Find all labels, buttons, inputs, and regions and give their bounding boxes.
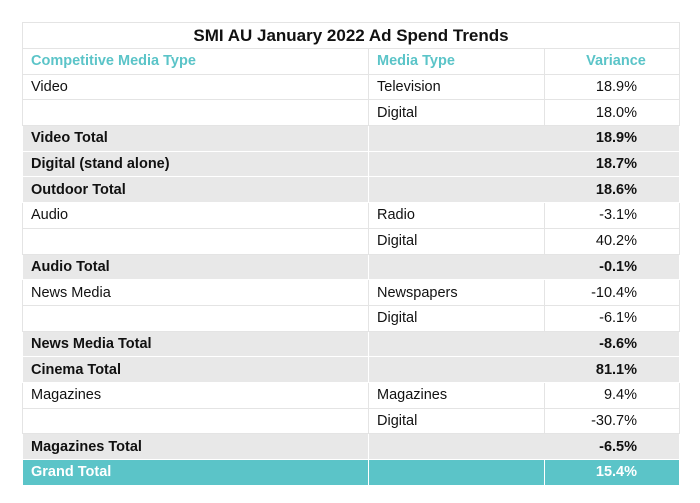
competitive-media-type-cell: Digital (stand alone) — [22, 150, 369, 178]
header-variance: Variance — [543, 48, 681, 75]
ad-spend-table: SMI AU January 2022 Ad Spend Trends Comp… — [21, 22, 681, 486]
media-type-cell — [368, 459, 545, 486]
media-type-cell — [368, 125, 545, 152]
media-type-cell: Digital — [368, 227, 545, 255]
competitive-media-type-cell — [22, 304, 369, 332]
variance-cell: 40.2% — [543, 227, 681, 255]
competitive-media-type-cell — [22, 99, 369, 127]
media-type-cell: Television — [368, 73, 545, 101]
variance-cell: -6.1% — [543, 304, 681, 332]
variance-cell: -0.1% — [543, 253, 681, 281]
variance-cell: -3.1% — [543, 202, 681, 229]
table-title-row: SMI AU January 2022 Ad Spend Trends — [21, 22, 681, 49]
media-type-cell: Digital — [368, 99, 545, 127]
media-type-cell: Magazines — [368, 381, 545, 409]
competitive-media-type-cell: News Media — [22, 279, 369, 306]
table-row: News Media Newspapers -10.4% — [22, 279, 681, 306]
header-media-type: Media Type — [368, 48, 545, 75]
table-row: Digital 18.0% — [22, 99, 681, 127]
media-type-cell: Newspapers — [368, 279, 545, 306]
total-row: News Media Total -8.6% — [22, 330, 681, 358]
ad-spend-table-container: SMI AU January 2022 Ad Spend Trends Comp… — [21, 22, 681, 486]
header-competitive-media-type: Competitive Media Type — [22, 48, 369, 75]
variance-cell: -30.7% — [543, 407, 681, 435]
grand-total-row: Grand Total 15.4% — [22, 459, 681, 486]
variance-cell: 18.7% — [543, 150, 681, 178]
competitive-media-type-cell: Video — [22, 73, 369, 101]
competitive-media-type-cell: Video Total — [22, 125, 369, 152]
media-type-cell: Radio — [368, 202, 545, 229]
total-row: Magazines Total -6.5% — [22, 433, 681, 460]
table-row: Audio Radio -3.1% — [22, 202, 681, 229]
competitive-media-type-cell — [22, 407, 369, 435]
competitive-media-type-cell: Outdoor Total — [22, 176, 369, 204]
total-row: Outdoor Total 18.6% — [22, 176, 681, 204]
competitive-media-type-cell: Audio Total — [22, 253, 369, 281]
total-row: Cinema Total 81.1% — [22, 356, 681, 383]
media-type-cell: Digital — [368, 304, 545, 332]
variance-cell: 18.9% — [543, 125, 681, 152]
competitive-media-type-cell: Grand Total — [22, 459, 369, 486]
variance-cell: -6.5% — [543, 433, 681, 460]
table-row: Video Television 18.9% — [22, 73, 681, 101]
media-type-cell — [368, 253, 545, 281]
competitive-media-type-cell: Magazines — [22, 381, 369, 409]
competitive-media-type-cell: News Media Total — [22, 330, 369, 358]
variance-cell: 81.1% — [543, 356, 681, 383]
table-row: Digital 40.2% — [22, 227, 681, 255]
variance-cell: -8.6% — [543, 330, 681, 358]
variance-cell: 18.9% — [543, 73, 681, 101]
media-type-cell: Digital — [368, 407, 545, 435]
competitive-media-type-cell: Audio — [22, 202, 369, 229]
table-title: SMI AU January 2022 Ad Spend Trends — [21, 22, 681, 49]
competitive-media-type-cell: Magazines Total — [22, 433, 369, 460]
total-row: Video Total 18.9% — [22, 125, 681, 152]
table-row: Digital -6.1% — [22, 304, 681, 332]
variance-cell: -10.4% — [543, 279, 681, 306]
variance-cell: 18.6% — [543, 176, 681, 204]
total-row: Digital (stand alone) 18.7% — [22, 150, 681, 178]
table-row: Digital -30.7% — [22, 407, 681, 435]
total-row: Audio Total -0.1% — [22, 253, 681, 281]
table-row: Magazines Magazines 9.4% — [22, 381, 681, 409]
media-type-cell — [368, 330, 545, 358]
variance-cell: 15.4% — [543, 459, 681, 486]
competitive-media-type-cell: Cinema Total — [22, 356, 369, 383]
variance-cell: 18.0% — [543, 99, 681, 127]
media-type-cell — [368, 356, 545, 383]
media-type-cell — [368, 176, 545, 204]
media-type-cell — [368, 150, 545, 178]
media-type-cell — [368, 433, 545, 460]
header-row: Competitive Media Type Media Type Varian… — [22, 48, 681, 75]
variance-cell: 9.4% — [543, 381, 681, 409]
competitive-media-type-cell — [22, 227, 369, 255]
